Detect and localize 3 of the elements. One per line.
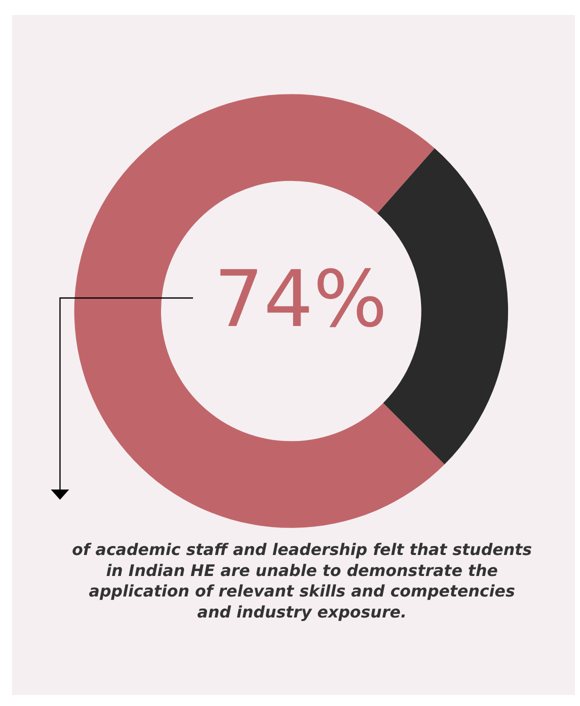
text: 74% bbox=[214, 255, 388, 345]
text: of academic staff and leadership felt that students in Indian HE are unable to demonstrate the application of relevant skills and competencies and industry exposure. bbox=[72, 540, 532, 622]
donut-slice bbox=[74, 94, 445, 528]
